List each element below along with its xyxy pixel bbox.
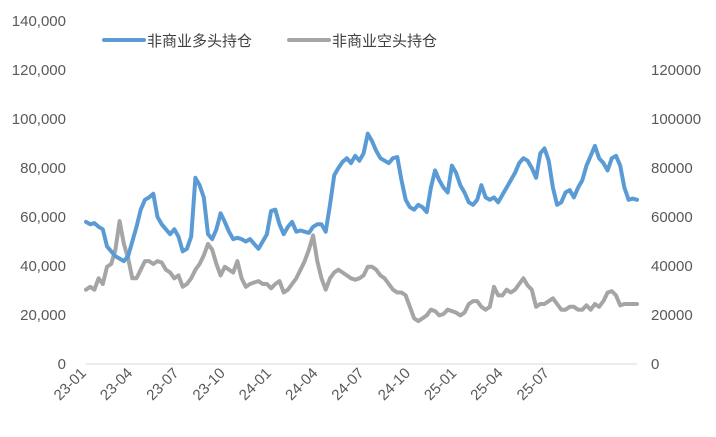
left-tick-label: 0 bbox=[58, 356, 66, 373]
right-tick-label: 60000 bbox=[651, 209, 693, 226]
right-tick-label: 40000 bbox=[651, 258, 693, 275]
x-tick-label: 23-10 bbox=[190, 365, 229, 404]
x-axis-tick-labels: 23-01 23-04 23-07 23-10 24-01 24-04 24-07 24-10… bbox=[51, 365, 553, 404]
x-tick-label: 25-07 bbox=[514, 365, 553, 404]
left-tick-label: 100,000 bbox=[12, 111, 66, 128]
left-tick-label: 140,000 bbox=[12, 13, 66, 30]
x-tick-label: 24-04 bbox=[282, 365, 321, 404]
right-tick-label: 0 bbox=[651, 356, 659, 373]
x-tick-label: 24-01 bbox=[236, 365, 275, 404]
series-lines bbox=[84, 131, 639, 324]
x-tick-label: 24-07 bbox=[328, 365, 367, 404]
legend-label-short: 非商业空头持仓 bbox=[332, 33, 437, 50]
right-tick-label: 80000 bbox=[651, 160, 693, 177]
x-tick-label: 23-07 bbox=[143, 365, 182, 404]
left-tick-label: 40,000 bbox=[20, 258, 66, 275]
legend: 非商业多头持仓 非商业空头持仓 bbox=[102, 33, 437, 50]
right-tick-label: 100000 bbox=[651, 111, 701, 128]
right-tick-label: 20000 bbox=[651, 307, 693, 324]
right-axis-tick-labels: 0 20000 40000 60000 80000 100000 120000 bbox=[651, 62, 701, 373]
left-tick-label: 80,000 bbox=[20, 160, 66, 177]
legend-label-long: 非商业多头持仓 bbox=[147, 33, 252, 50]
series-line-long-positions bbox=[84, 131, 639, 264]
right-tick-label: 120000 bbox=[651, 62, 701, 79]
series-line-short-positions bbox=[84, 219, 639, 324]
x-tick-label: 25-04 bbox=[467, 365, 506, 404]
x-tick-label: 23-01 bbox=[51, 365, 90, 404]
x-tick-label: 23-04 bbox=[97, 365, 136, 404]
left-tick-label: 20,000 bbox=[20, 307, 66, 324]
x-tick-label: 25-01 bbox=[421, 365, 460, 404]
left-tick-label: 120,000 bbox=[12, 62, 66, 79]
x-tick-label: 24-10 bbox=[375, 365, 414, 404]
left-tick-label: 60,000 bbox=[20, 209, 66, 226]
left-axis-tick-labels: 0 20,000 40,000 60,000 80,000 100,000 120,000 1… bbox=[12, 13, 66, 373]
